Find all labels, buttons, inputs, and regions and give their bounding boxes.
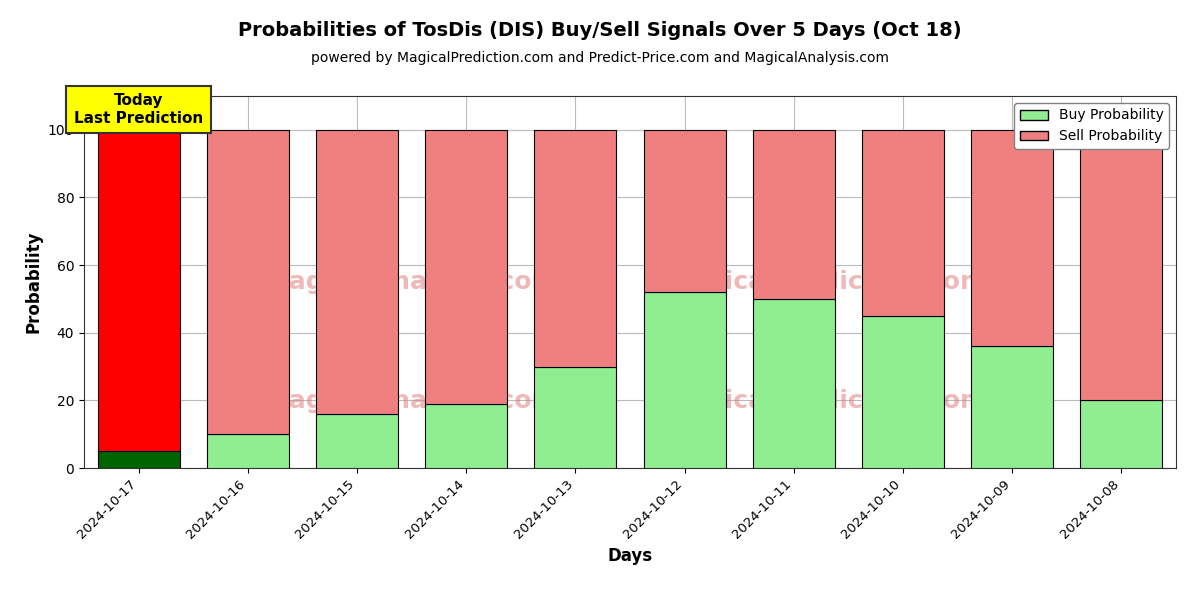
Bar (425, 130, 508, 404)
Bar (97, 451, 180, 468)
Y-axis label: Probability: Probability (24, 231, 42, 333)
Text: MagicalAnalysis.com: MagicalAnalysis.com (265, 389, 558, 413)
X-axis label: Days: Days (607, 547, 653, 565)
Bar (206, 434, 289, 468)
Text: Probabilities of TosDis (DIS) Buy/Sell Signals Over 5 Days (Oct 18): Probabilities of TosDis (DIS) Buy/Sell S… (238, 21, 962, 40)
Bar (1080, 130, 1163, 400)
Bar (971, 130, 1054, 346)
Bar (425, 404, 508, 468)
Bar (1080, 400, 1163, 468)
Bar (643, 292, 726, 468)
Bar (534, 367, 617, 468)
Bar (206, 130, 289, 434)
Text: MagicalPrediction.com: MagicalPrediction.com (666, 270, 988, 294)
Text: MagicalPrediction.com: MagicalPrediction.com (666, 389, 988, 413)
Bar (534, 130, 617, 367)
Bar (862, 316, 944, 468)
Bar (643, 130, 726, 292)
Bar (97, 130, 180, 451)
Bar (752, 130, 835, 299)
Text: MagicalAnalysis.com: MagicalAnalysis.com (265, 270, 558, 294)
Text: powered by MagicalPrediction.com and Predict-Price.com and MagicalAnalysis.com: powered by MagicalPrediction.com and Pre… (311, 51, 889, 65)
Bar (316, 414, 398, 468)
Bar (971, 346, 1054, 468)
Legend: Buy Probability, Sell Probability: Buy Probability, Sell Probability (1014, 103, 1169, 149)
Bar (752, 299, 835, 468)
Bar (316, 130, 398, 414)
Text: Today
Last Prediction: Today Last Prediction (74, 94, 203, 126)
Bar (862, 130, 944, 316)
